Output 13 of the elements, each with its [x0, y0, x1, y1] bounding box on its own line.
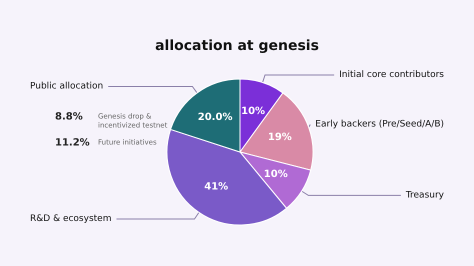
data-label: 10% — [241, 106, 266, 118]
chart-title: allocation at genesis — [155, 38, 319, 54]
data-label: 10% — [264, 169, 288, 180]
slice-label: Public allocation — [30, 81, 104, 92]
slice-label: R&D & ecosystem — [30, 214, 112, 224]
data-label: 19% — [268, 132, 292, 144]
data-label: 41% — [204, 182, 228, 193]
slice-label: Treasury — [404, 190, 445, 200]
text: 11.2% — [55, 138, 90, 148]
slice-label: Early backers (Pre/Seed/A/B) — [315, 120, 444, 130]
data-label: 20.0% — [198, 112, 232, 124]
text: 8.8% — [55, 112, 83, 122]
slice-label: Initial core contributors — [339, 70, 444, 80]
